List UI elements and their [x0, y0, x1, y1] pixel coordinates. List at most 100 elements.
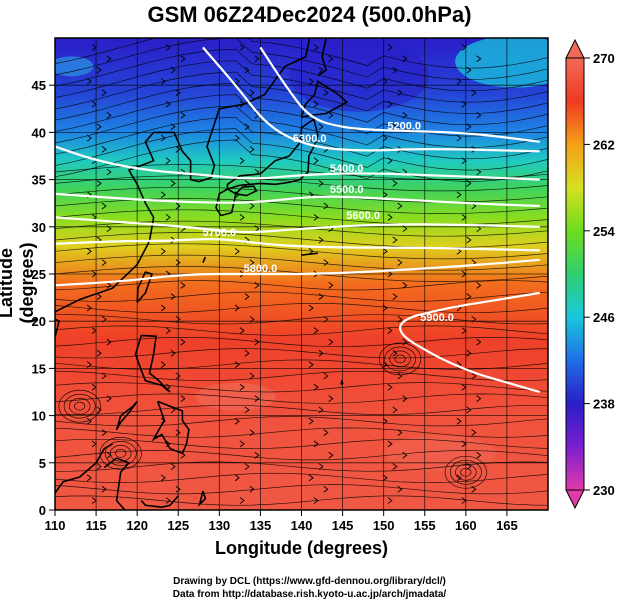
y-tick-label: 5	[39, 456, 46, 471]
flow-arrow	[313, 100, 319, 108]
flow-arrow	[308, 417, 314, 425]
flow-arrow	[318, 180, 324, 187]
flow-arrow	[239, 44, 245, 51]
flow-arrow	[313, 157, 319, 165]
flow-arrow	[387, 214, 393, 221]
colorbar-tick-label: 262	[593, 137, 615, 152]
flow-arrow	[101, 146, 107, 153]
flow-arrow	[180, 281, 186, 289]
flow-arrow	[323, 485, 329, 493]
cold-core	[289, 39, 430, 112]
flow-arrow	[96, 463, 102, 470]
flow-arrow	[175, 202, 181, 210]
flow-arrow	[318, 236, 324, 244]
flow-arrow	[382, 247, 388, 255]
contour-label: 5400.0	[330, 163, 364, 175]
flow-arrow	[96, 180, 102, 187]
y-tick-label: 25	[32, 267, 46, 282]
flow-arrow	[382, 304, 388, 312]
flow-arrow	[254, 281, 260, 289]
flow-arrow	[244, 293, 250, 301]
flow-arrow	[476, 55, 482, 63]
flow-arrow	[244, 66, 250, 74]
x-tick-label: 145	[332, 518, 354, 533]
flow-arrow	[323, 202, 329, 210]
flow-arrow	[328, 338, 334, 346]
flow-arrow	[249, 202, 255, 210]
flow-arrow	[106, 112, 112, 119]
x-axis-label: Longitude (degrees)	[214, 538, 388, 558]
contour-label: 5600.0	[346, 210, 380, 222]
coastline	[301, 252, 318, 256]
flow-arrow	[328, 55, 334, 63]
flow-arrow	[101, 259, 107, 267]
flow-arrow	[160, 247, 166, 255]
flow-arrow	[397, 372, 403, 380]
flow-arrow	[392, 236, 398, 244]
blue-patch-west	[55, 56, 94, 77]
flow-arrow	[86, 417, 92, 425]
flow-arrow	[239, 497, 245, 504]
colorbar: 270 262 254 246 238 230	[565, 38, 615, 510]
contour-line	[399, 291, 540, 346]
flow-arrow	[180, 395, 186, 402]
flow-arrow	[466, 293, 472, 301]
flow-arrow	[476, 451, 482, 459]
flow-arrow	[466, 349, 472, 357]
colorbar-tick-label: 246	[593, 310, 615, 325]
flow-arrow	[456, 474, 462, 482]
flow-arrow	[234, 417, 240, 425]
contour-line	[55, 238, 540, 252]
flow-arrow	[244, 123, 250, 131]
colorbar-top-arrow	[565, 38, 585, 59]
flow-arrow	[96, 406, 102, 414]
flow-arrow	[160, 304, 166, 312]
circulation	[104, 441, 137, 466]
flow-arrow	[254, 395, 260, 402]
coastline	[317, 38, 328, 77]
contour-line	[55, 258, 540, 287]
contour-line	[55, 192, 540, 208]
flow-arrow	[239, 214, 245, 221]
flow-arrow	[165, 214, 171, 221]
flow-arrow	[244, 349, 250, 357]
flow-arrow	[106, 55, 112, 63]
coastline	[55, 443, 113, 494]
flow-arrow	[170, 349, 176, 357]
flow-arrow	[96, 123, 102, 131]
flow-arrow	[308, 474, 314, 482]
flow-arrow	[160, 361, 166, 368]
flow-arrow	[86, 474, 92, 482]
flow-arrow	[476, 395, 482, 402]
flow-arrow	[106, 281, 112, 289]
flow-arrow	[397, 259, 403, 267]
flow-arrow	[160, 78, 166, 85]
contour-label: 5900.0	[420, 312, 454, 324]
coastline	[115, 400, 138, 431]
y-tick-label: 30	[32, 220, 46, 235]
flow-arrow	[387, 440, 393, 448]
coastline	[103, 457, 131, 510]
flow-arrow	[254, 55, 260, 63]
circulation	[394, 354, 406, 364]
flow-arrow	[402, 338, 408, 346]
circulation	[63, 393, 96, 419]
flow-arrow	[397, 202, 403, 210]
colorbar-tick-label: 270	[593, 51, 615, 66]
flow-arrow	[308, 78, 314, 85]
colorbar-tick-label: 230	[593, 483, 615, 498]
flow-arrow	[456, 191, 462, 199]
flow-arrow	[234, 304, 240, 312]
y-tick-label: 35	[32, 173, 46, 188]
flow-arrow	[318, 406, 324, 414]
circulation	[68, 397, 91, 415]
flow-arrow	[323, 429, 329, 436]
flow-arrow	[328, 281, 334, 289]
cyan-patch	[455, 38, 548, 88]
flow-arrow	[382, 474, 388, 482]
flow-arrow	[254, 451, 260, 459]
circulation	[115, 449, 127, 458]
x-tick-label: 165	[496, 518, 518, 533]
flow-arrow	[101, 429, 107, 436]
